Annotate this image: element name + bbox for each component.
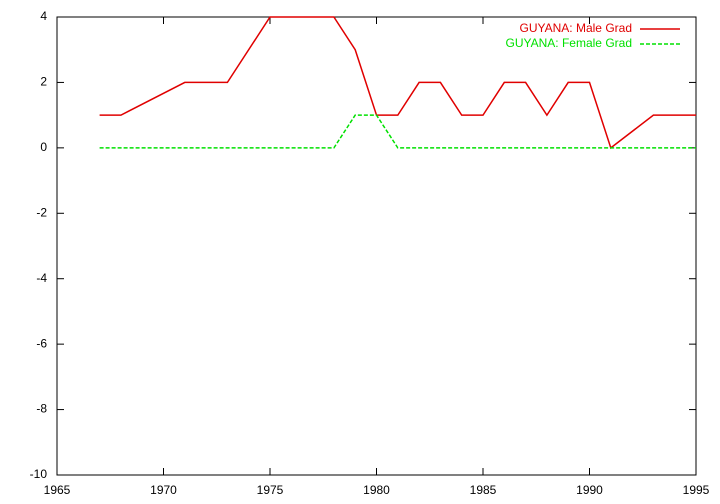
x-tick-label: 1995 — [683, 483, 710, 497]
y-tick-label: -8 — [36, 402, 47, 416]
y-tick-label: 0 — [40, 140, 47, 154]
legend-label: GUYANA: Male Grad — [520, 21, 632, 35]
x-tick-label: 1985 — [470, 483, 497, 497]
y-tick-label: -4 — [36, 271, 47, 285]
x-tick-label: 1990 — [576, 483, 603, 497]
series-line — [99, 16, 696, 150]
x-tick-label: 1965 — [44, 483, 71, 497]
y-tick-label: -2 — [36, 205, 47, 219]
plot-border — [56, 16, 697, 476]
legend-label: GUYANA: Female Grad — [506, 36, 632, 50]
x-tick-label: 1975 — [257, 483, 284, 497]
series-line — [99, 114, 696, 149]
y-tick-label: 2 — [40, 75, 47, 89]
x-tick-label: 1970 — [150, 483, 177, 497]
y-tick-label: -6 — [36, 336, 47, 350]
y-tick-label: -10 — [30, 467, 48, 481]
y-tick-label: 4 — [40, 9, 47, 23]
x-tick-label: 1980 — [363, 483, 390, 497]
